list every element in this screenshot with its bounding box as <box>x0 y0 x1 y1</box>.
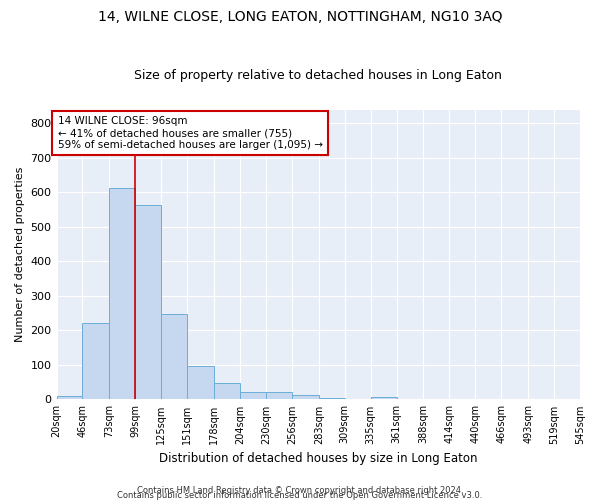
Bar <box>371 396 397 400</box>
Bar <box>161 314 187 400</box>
Text: Contains public sector information licensed under the Open Government Licence v3: Contains public sector information licen… <box>118 491 482 500</box>
Title: Size of property relative to detached houses in Long Eaton: Size of property relative to detached ho… <box>134 69 502 82</box>
Bar <box>344 398 371 400</box>
Bar <box>240 392 266 400</box>
Bar <box>319 398 344 400</box>
Bar <box>82 323 109 400</box>
Text: 14, WILNE CLOSE, LONG EATON, NOTTINGHAM, NG10 3AQ: 14, WILNE CLOSE, LONG EATON, NOTTINGHAM,… <box>98 10 502 24</box>
Y-axis label: Number of detached properties: Number of detached properties <box>15 167 25 342</box>
Bar <box>187 366 214 400</box>
Bar <box>56 396 82 400</box>
Bar <box>136 205 161 400</box>
Bar <box>214 383 240 400</box>
Bar <box>109 188 136 400</box>
Bar <box>292 396 319 400</box>
X-axis label: Distribution of detached houses by size in Long Eaton: Distribution of detached houses by size … <box>159 452 478 465</box>
Text: Contains HM Land Registry data © Crown copyright and database right 2024.: Contains HM Land Registry data © Crown c… <box>137 486 463 495</box>
Bar <box>266 392 292 400</box>
Text: 14 WILNE CLOSE: 96sqm
← 41% of detached houses are smaller (755)
59% of semi-det: 14 WILNE CLOSE: 96sqm ← 41% of detached … <box>58 116 323 150</box>
